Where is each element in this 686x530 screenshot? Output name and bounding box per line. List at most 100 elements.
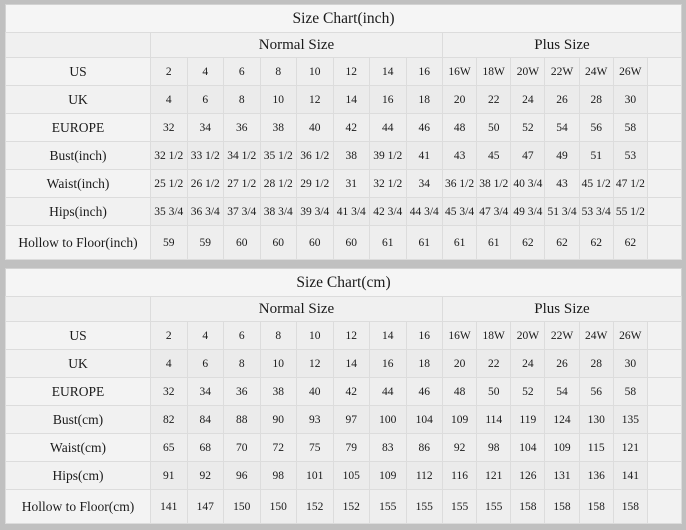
table-cell: 36 1/2 — [441, 169, 478, 198]
table-cell: 2 — [150, 57, 188, 86]
table-cell: 14 — [332, 349, 370, 378]
table-cell: 54 — [544, 113, 580, 142]
table-cell: 92 — [186, 461, 224, 490]
table-cell: 26 — [544, 85, 580, 114]
table-cell: 47 1/2 — [612, 169, 648, 198]
table-cell: 43 — [441, 141, 478, 170]
table-cell: 14 — [369, 57, 407, 86]
table-cell: 86 — [405, 433, 443, 462]
table-cell: 53 3/4 — [578, 197, 614, 226]
table-cell: 52 — [510, 377, 546, 406]
table-cell: 116 — [441, 461, 478, 490]
row-label: Waist(inch) — [5, 169, 151, 198]
table-cell: 14 — [332, 85, 370, 114]
table-cell: 18 — [405, 349, 443, 378]
table-cell: 155 — [405, 489, 443, 524]
table-cell: 26 1/2 — [186, 169, 224, 198]
table-cell-spacer — [646, 405, 682, 434]
table-cell: 43 — [544, 169, 580, 198]
table-cell-spacer — [646, 141, 682, 170]
table-cell: 36 3/4 — [186, 197, 224, 226]
table-cell: 39 1/2 — [369, 141, 407, 170]
table-cell: 34 — [186, 377, 224, 406]
size-chart-table-inch: Size Chart(inch) Normal Size Plus Size US 2 4… — [5, 4, 682, 260]
table-cell: 8 — [259, 57, 297, 86]
table-cell: 60 — [332, 225, 370, 260]
table-cell: 20W — [510, 57, 546, 86]
table-cell-spacer — [646, 225, 682, 260]
table-cell: 32 1/2 — [369, 169, 407, 198]
table-cell: 4 — [186, 57, 224, 86]
table-cell: 62 — [544, 225, 580, 260]
table-cell: 41 — [405, 141, 443, 170]
table-cell: 112 — [405, 461, 443, 490]
table-row: Bust(inch) 32 1/2 33 1/2 34 1/2 35 1/2 36 1/2… — [5, 141, 682, 170]
table-cell: 44 3/4 — [405, 197, 443, 226]
table-cell: 34 — [186, 113, 224, 142]
table-cell: 104 — [405, 405, 443, 434]
table-cell: 27 1/2 — [223, 169, 261, 198]
row-label: US — [5, 57, 151, 86]
table-cell: 62 — [578, 225, 614, 260]
table-cell: 58 — [612, 113, 648, 142]
table-cell: 61 — [476, 225, 512, 260]
table-cell: 20 — [441, 85, 478, 114]
table-cell: 65 — [150, 433, 188, 462]
table-cell: 8 — [223, 349, 261, 378]
table-cell: 126 — [510, 461, 546, 490]
table-cell: 51 3/4 — [544, 197, 580, 226]
table-cell: 22W — [544, 321, 580, 350]
table-cell: 97 — [332, 405, 370, 434]
table-cell: 26W — [612, 321, 648, 350]
section-header-plus-size: Plus Size — [442, 32, 682, 58]
table-cell: 34 — [405, 169, 443, 198]
table-cell: 10 — [259, 349, 297, 378]
table-cell: 51 — [578, 141, 614, 170]
table-cell: 38 3/4 — [259, 197, 297, 226]
table-cell: 40 — [296, 377, 334, 406]
row-label: US — [5, 321, 151, 350]
table-cell: 40 3/4 — [510, 169, 546, 198]
table-cell: 42 — [332, 377, 370, 406]
table-row: UK 4 6 8 10 12 14 16 18 20 22 24 26 28 30 — [5, 85, 682, 114]
table-cell: 46 — [405, 113, 443, 142]
table-cell: 88 — [223, 405, 261, 434]
table-cell-spacer — [646, 461, 682, 490]
table-cell: 152 — [332, 489, 370, 524]
row-label: Bust(cm) — [5, 405, 151, 434]
table-cell: 155 — [476, 489, 512, 524]
table-cell: 44 — [369, 113, 407, 142]
section-header-normal-size: Normal Size — [150, 32, 443, 58]
table-cell: 152 — [296, 489, 334, 524]
table-row: Waist(cm) 65 68 70 72 75 79 83 86 92 98 104 109 115 12… — [5, 433, 682, 462]
table-cell: 83 — [369, 433, 407, 462]
table-cell: 50 — [476, 377, 512, 406]
table-cell: 82 — [150, 405, 188, 434]
table-cell-spacer — [646, 113, 682, 142]
table-cell: 28 — [578, 349, 614, 378]
table-cell: 16W — [441, 57, 478, 86]
table-cell: 150 — [223, 489, 261, 524]
table-cell: 52 — [510, 113, 546, 142]
table-cell: 2 — [150, 321, 188, 350]
table-row: UK 4 6 8 10 12 14 16 18 20 22 24 26 28 30 — [5, 349, 682, 378]
table-cell: 119 — [510, 405, 546, 434]
table-cell-spacer — [646, 321, 682, 350]
table-cell: 35 1/2 — [259, 141, 297, 170]
table-cell: 30 — [612, 349, 648, 378]
row-label: EUROPE — [5, 113, 151, 142]
table-cell: 104 — [510, 433, 546, 462]
table-cell: 6 — [223, 57, 261, 86]
section-header-spacer — [5, 32, 151, 58]
table-cell-spacer — [646, 349, 682, 378]
table-cell: 33 1/2 — [186, 141, 224, 170]
table-cell: 48 — [441, 377, 478, 406]
row-label: Hips(inch) — [5, 197, 151, 226]
table-cell: 100 — [369, 405, 407, 434]
section-header-row: Normal Size Plus Size — [5, 32, 682, 58]
table-cell: 36 1/2 — [296, 141, 334, 170]
table-cell: 37 3/4 — [223, 197, 261, 226]
table-cell: 55 1/2 — [612, 197, 648, 226]
table-cell: 38 1/2 — [476, 169, 512, 198]
